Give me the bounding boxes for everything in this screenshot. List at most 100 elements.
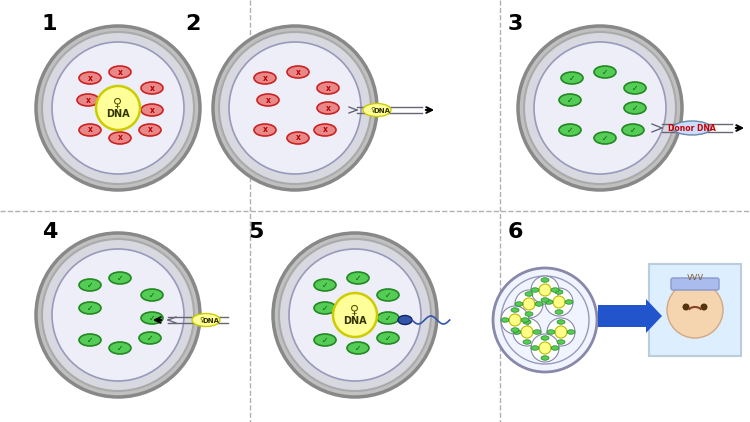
Text: ♀: ♀ xyxy=(370,106,376,112)
Ellipse shape xyxy=(79,124,101,136)
Ellipse shape xyxy=(317,102,339,114)
Circle shape xyxy=(531,276,559,304)
Ellipse shape xyxy=(541,298,549,302)
Ellipse shape xyxy=(501,318,509,322)
Ellipse shape xyxy=(377,332,399,344)
Text: ✓: ✓ xyxy=(322,303,328,313)
Ellipse shape xyxy=(561,72,583,84)
Ellipse shape xyxy=(559,94,581,106)
Text: x: x xyxy=(266,95,271,105)
Ellipse shape xyxy=(535,302,543,306)
Text: ✓: ✓ xyxy=(630,125,636,135)
Circle shape xyxy=(42,32,194,184)
Ellipse shape xyxy=(141,289,163,301)
Circle shape xyxy=(531,334,559,362)
Circle shape xyxy=(518,26,682,190)
Text: ✓: ✓ xyxy=(322,281,328,289)
Text: ♀: ♀ xyxy=(113,97,122,109)
Text: ♀: ♀ xyxy=(350,303,359,316)
Ellipse shape xyxy=(347,342,369,354)
Ellipse shape xyxy=(555,310,563,314)
Ellipse shape xyxy=(513,330,521,334)
Circle shape xyxy=(333,293,377,337)
Circle shape xyxy=(539,342,551,354)
Ellipse shape xyxy=(557,340,565,344)
Circle shape xyxy=(700,303,707,311)
Ellipse shape xyxy=(541,356,549,360)
Ellipse shape xyxy=(141,82,163,94)
Ellipse shape xyxy=(377,312,399,324)
Text: x: x xyxy=(322,125,328,135)
Circle shape xyxy=(52,42,184,174)
Circle shape xyxy=(523,298,535,310)
Circle shape xyxy=(547,318,575,346)
Circle shape xyxy=(36,26,200,190)
Circle shape xyxy=(667,282,723,338)
Ellipse shape xyxy=(254,72,276,84)
Ellipse shape xyxy=(77,94,99,106)
Text: x: x xyxy=(326,103,331,113)
Text: x: x xyxy=(118,133,122,143)
Ellipse shape xyxy=(109,342,131,354)
Ellipse shape xyxy=(531,288,539,292)
Text: x: x xyxy=(88,125,92,135)
Ellipse shape xyxy=(523,320,531,324)
Ellipse shape xyxy=(254,124,276,136)
Circle shape xyxy=(509,314,521,326)
Ellipse shape xyxy=(547,330,555,334)
Circle shape xyxy=(493,268,597,372)
Ellipse shape xyxy=(523,340,531,344)
Circle shape xyxy=(534,42,666,174)
Ellipse shape xyxy=(545,300,553,304)
Ellipse shape xyxy=(511,328,519,332)
Circle shape xyxy=(279,239,431,391)
Text: 4: 4 xyxy=(42,222,57,242)
Circle shape xyxy=(36,233,200,397)
Ellipse shape xyxy=(565,300,573,304)
Ellipse shape xyxy=(398,316,412,325)
Ellipse shape xyxy=(541,278,549,282)
Text: x: x xyxy=(86,95,91,105)
Text: Donor DNA: Donor DNA xyxy=(668,124,716,133)
Ellipse shape xyxy=(551,288,559,292)
Text: ✓: ✓ xyxy=(355,344,362,352)
Text: DNA: DNA xyxy=(344,316,367,326)
Text: ✓: ✓ xyxy=(567,95,573,105)
Ellipse shape xyxy=(624,102,646,114)
Text: x: x xyxy=(148,125,152,135)
Circle shape xyxy=(682,303,689,311)
Circle shape xyxy=(501,306,529,334)
Ellipse shape xyxy=(594,132,616,144)
Text: ✓: ✓ xyxy=(87,303,93,313)
Ellipse shape xyxy=(141,104,163,116)
Ellipse shape xyxy=(377,289,399,301)
Ellipse shape xyxy=(139,332,161,344)
Text: ✓: ✓ xyxy=(355,273,362,282)
Circle shape xyxy=(229,42,361,174)
Ellipse shape xyxy=(363,103,391,116)
Text: x: x xyxy=(149,106,154,114)
Text: DNA: DNA xyxy=(202,318,220,324)
Text: 2: 2 xyxy=(185,14,200,34)
Ellipse shape xyxy=(594,66,616,78)
Circle shape xyxy=(96,86,140,130)
Text: ✓: ✓ xyxy=(385,333,392,343)
Text: ✓: ✓ xyxy=(567,125,573,135)
Ellipse shape xyxy=(555,290,563,294)
Circle shape xyxy=(524,32,676,184)
Ellipse shape xyxy=(515,302,523,306)
Circle shape xyxy=(52,249,184,381)
Text: x: x xyxy=(326,84,331,92)
Ellipse shape xyxy=(531,346,539,350)
Text: x: x xyxy=(296,133,301,143)
FancyArrow shape xyxy=(598,299,662,333)
Text: x: x xyxy=(118,68,122,76)
Ellipse shape xyxy=(622,124,644,136)
Text: ✓: ✓ xyxy=(385,290,392,300)
Circle shape xyxy=(213,26,377,190)
Ellipse shape xyxy=(287,132,309,144)
Text: 6: 6 xyxy=(508,222,524,242)
Ellipse shape xyxy=(559,124,581,136)
Text: 5: 5 xyxy=(248,222,263,242)
Circle shape xyxy=(289,249,421,381)
